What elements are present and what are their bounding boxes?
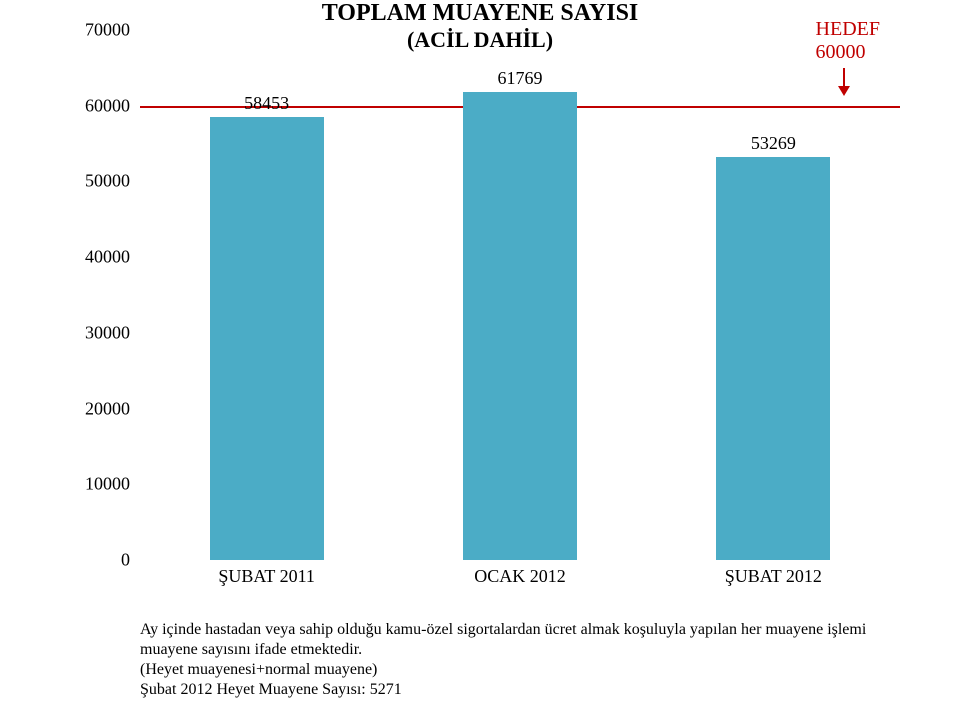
- description-text: Ay içinde hastadan veya sahip olduğu kam…: [140, 620, 900, 700]
- bar: 58453: [210, 117, 324, 560]
- y-tick-label: 20000: [60, 398, 130, 419]
- x-tick-label: ŞUBAT 2012: [647, 566, 900, 587]
- y-tick-label: 60000: [60, 95, 130, 116]
- x-tick-label: OCAK 2012: [393, 566, 646, 587]
- desc-line2: muayene sayısını ifade etmektedir.: [140, 641, 362, 658]
- y-tick-label: 30000: [60, 322, 130, 343]
- bar-value-label: 53269: [716, 133, 830, 154]
- bar-chart: 010000200003000040000500006000070000 584…: [60, 30, 900, 590]
- x-tick-label: ŞUBAT 2011: [140, 566, 393, 587]
- y-tick-label: 0: [60, 550, 130, 571]
- plot-area: 58453 61769 53269: [140, 30, 900, 560]
- bar: 61769: [463, 92, 577, 560]
- y-tick-label: 50000: [60, 171, 130, 192]
- y-tick-label: 70000: [60, 20, 130, 41]
- y-tick-label: 40000: [60, 247, 130, 268]
- title-line1: TOPLAM MUAYENE SAYISI: [322, 0, 639, 26]
- y-tick-label: 10000: [60, 474, 130, 495]
- desc-line1: Ay içinde hastadan veya sahip olduğu kam…: [140, 621, 866, 638]
- bar-value-label: 61769: [463, 68, 577, 89]
- bar: 53269: [716, 157, 830, 560]
- bar-value-label: 58453: [210, 93, 324, 114]
- page: TOPLAM MUAYENE SAYISI (ACİL DAHİL) HEDEF…: [0, 0, 960, 709]
- desc-line4: Şubat 2012 Heyet Muayene Sayısı: 5271: [140, 681, 402, 698]
- desc-line3: (Heyet muayenesi+normal muayene): [140, 661, 377, 678]
